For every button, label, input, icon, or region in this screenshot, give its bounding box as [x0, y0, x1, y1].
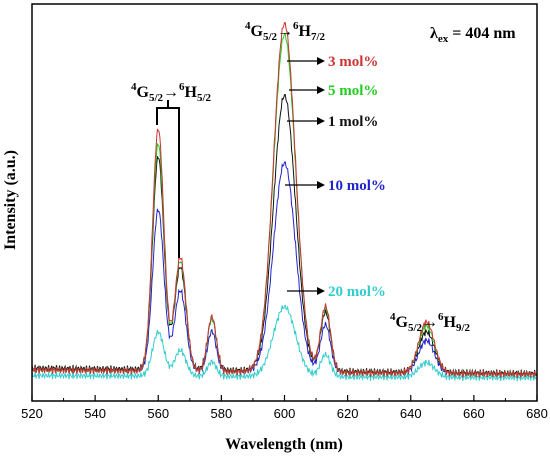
x-tick-label: 600: [274, 406, 296, 421]
x-axis-title: Wavelength (nm): [225, 436, 343, 453]
series-lines: [31, 22, 538, 382]
series-label: 10 mol%: [328, 178, 386, 194]
x-tick-label: 540: [84, 406, 106, 421]
y-axis-title: Intensity (a.u.): [2, 150, 19, 250]
series-label: 5 mol%: [328, 83, 378, 99]
series-line-10mol: [31, 161, 538, 379]
series-line-3mol: [31, 22, 538, 379]
excitation-subscript: ex: [438, 33, 449, 45]
series-label-arrowhead: [317, 117, 325, 125]
x-axis-ticks: 520 540 560 580 600 620 640 660 680: [21, 395, 548, 421]
series-label: 1 mol%: [328, 114, 378, 130]
series-label-arrowhead: [317, 57, 325, 65]
x-tick-label: 680: [526, 406, 548, 421]
series-label: 3 mol%: [328, 54, 378, 70]
excitation-label: λex = 404 nm: [430, 25, 516, 45]
x-tick-label: 640: [400, 406, 422, 421]
x-tick-label: 660: [463, 406, 485, 421]
series-line-1mol: [31, 94, 538, 378]
x-tick-label: 580: [211, 406, 233, 421]
x-tick-label: 520: [21, 406, 43, 421]
transition-label-h72: 4G5/2→6H7/2: [245, 20, 326, 43]
series-label-arrowhead: [317, 181, 325, 189]
plot-frame: [31, 3, 538, 402]
transition-bracket: [156, 100, 180, 258]
excitation-value: = 404 nm: [448, 25, 516, 42]
series-label-arrowhead: [317, 287, 325, 295]
series-labels: 3 mol% 5 mol% 1 mol% 10 mol% 20 mol%: [285, 54, 386, 300]
transition-label-h52: 4G5/2→6H5/2: [131, 81, 212, 104]
series-line-20mol: [31, 304, 538, 382]
transition-label-h92: 4G5/2→6H9/2: [390, 311, 471, 334]
series-label-arrowhead: [317, 86, 325, 94]
x-tick-label: 560: [147, 406, 169, 421]
series-label: 20 mol%: [328, 284, 386, 300]
excitation-symbol: λ: [430, 25, 438, 42]
x-tick-label: 620: [337, 406, 359, 421]
